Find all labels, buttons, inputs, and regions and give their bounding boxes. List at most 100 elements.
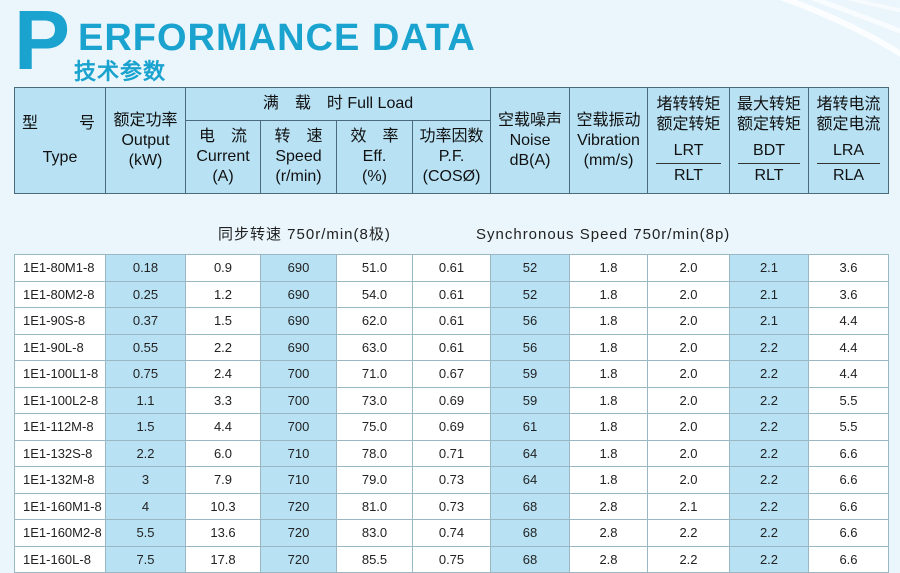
cell-current: 6.0 — [185, 439, 261, 467]
cell-current: 13.6 — [185, 519, 261, 547]
table-row: 1E1-80M2-8 0.25 1.2 690 54.0 0.61 52 1.8 2.0 2.1 3… — [14, 280, 889, 308]
cell-lrt-ratio: 2.0 — [647, 333, 730, 361]
cell-lra-ratio: 6.6 — [808, 439, 889, 467]
cell-vibration: 1.8 — [569, 386, 648, 414]
cell-lrt-ratio: 2.0 — [647, 280, 730, 308]
cell-speed: 690 — [260, 333, 337, 361]
header-lra-ratio: 堵转电流 额定电流 LRA RLA — [808, 87, 890, 194]
cell-output: 1.1 — [105, 386, 186, 414]
cell-power-factor: 0.69 — [412, 413, 491, 441]
cell-lrt-ratio: 2.0 — [647, 386, 730, 414]
cell-power-factor: 0.73 — [412, 466, 491, 494]
cell-noise: 64 — [490, 439, 570, 467]
cell-efficiency: 78.0 — [336, 439, 413, 467]
header-power-factor: 功率因数 P.F. (COSØ) — [411, 120, 492, 194]
header-full-load: 满 载 时 Full Load — [184, 87, 492, 121]
cell-power-factor: 0.74 — [412, 519, 491, 547]
cell-bdt-ratio: 2.2 — [729, 360, 809, 388]
cell-type: 1E1-160L-8 — [14, 545, 106, 573]
speed-caption: 同步转速 750r/min(8极) Synchronous Speed 750r… — [0, 222, 900, 248]
header-vibration: 空载振动 Vibration (mm/s) — [569, 87, 649, 194]
cell-efficiency: 73.0 — [336, 386, 413, 414]
cell-type: 1E1-80M2-8 — [14, 280, 106, 308]
cell-efficiency: 62.0 — [336, 307, 413, 335]
cell-lra-ratio: 4.4 — [808, 333, 889, 361]
cell-bdt-ratio: 2.2 — [729, 413, 809, 441]
cell-type: 1E1-160M1-8 — [14, 492, 106, 520]
cell-bdt-ratio: 2.2 — [729, 492, 809, 520]
cell-power-factor: 0.73 — [412, 492, 491, 520]
cell-lrt-ratio: 2.0 — [647, 439, 730, 467]
caption-chinese: 同步转速 750r/min(8极) — [218, 226, 391, 243]
cell-output: 1.5 — [105, 413, 186, 441]
cell-efficiency: 83.0 — [336, 519, 413, 547]
cell-efficiency: 63.0 — [336, 333, 413, 361]
table-row: 1E1-160M2-8 5.5 13.6 720 83.0 0.74 68 2.8 2.2 2.2… — [14, 519, 889, 547]
cell-type: 1E1-100L2-8 — [14, 386, 106, 414]
cell-speed: 690 — [260, 280, 337, 308]
cell-noise: 56 — [490, 333, 570, 361]
cell-noise: 52 — [490, 280, 570, 308]
cell-speed: 720 — [260, 545, 337, 573]
cell-power-factor: 0.69 — [412, 386, 491, 414]
table-row: 1E1-112M-8 1.5 4.4 700 75.0 0.69 61 1.8 2.0 2.2 5.… — [14, 413, 889, 441]
cell-efficiency: 71.0 — [336, 360, 413, 388]
cell-power-factor: 0.67 — [412, 360, 491, 388]
cell-bdt-ratio: 2.1 — [729, 280, 809, 308]
cell-noise: 52 — [490, 254, 570, 282]
cell-noise: 59 — [490, 360, 570, 388]
cell-efficiency: 79.0 — [336, 466, 413, 494]
cell-bdt-ratio: 2.2 — [729, 466, 809, 494]
data-table-body: 1E1-80M1-8 0.18 0.9 690 51.0 0.61 52 1.8 2.0 2.1 3… — [14, 254, 889, 573]
cell-lra-ratio: 3.6 — [808, 254, 889, 282]
cell-noise: 68 — [490, 545, 570, 573]
cell-type: 1E1-132M-8 — [14, 466, 106, 494]
cell-current: 10.3 — [185, 492, 261, 520]
cell-efficiency: 51.0 — [336, 254, 413, 282]
cell-output: 0.18 — [105, 254, 186, 282]
cell-power-factor: 0.61 — [412, 307, 491, 335]
table-header: 型 号 Type 额定功率 Output (kW) 满 载 时 Full Loa… — [14, 87, 890, 194]
cell-power-factor: 0.71 — [412, 439, 491, 467]
cell-speed: 700 — [260, 360, 337, 388]
cell-speed: 690 — [260, 307, 337, 335]
cell-current: 2.2 — [185, 333, 261, 361]
cell-vibration: 1.8 — [569, 413, 648, 441]
cell-lra-ratio: 3.6 — [808, 280, 889, 308]
cell-vibration: 2.8 — [569, 519, 648, 547]
cell-bdt-ratio: 2.1 — [729, 307, 809, 335]
cell-lrt-ratio: 2.0 — [647, 466, 730, 494]
cell-output: 0.55 — [105, 333, 186, 361]
cell-output: 4 — [105, 492, 186, 520]
cell-type: 1E1-90S-8 — [14, 307, 106, 335]
cell-speed: 690 — [260, 254, 337, 282]
cell-output: 0.75 — [105, 360, 186, 388]
cell-current: 17.8 — [185, 545, 261, 573]
title-initial: P — [14, 0, 71, 87]
cell-output: 7.5 — [105, 545, 186, 573]
cell-type: 1E1-80M1-8 — [14, 254, 106, 282]
table-row: 1E1-100L2-8 1.1 3.3 700 73.0 0.69 59 1.8 2.0 2.2 5… — [14, 386, 889, 414]
cell-efficiency: 85.5 — [336, 545, 413, 573]
cell-efficiency: 54.0 — [336, 280, 413, 308]
cell-output: 0.37 — [105, 307, 186, 335]
cell-speed: 700 — [260, 413, 337, 441]
cell-vibration: 1.8 — [569, 307, 648, 335]
cell-speed: 700 — [260, 386, 337, 414]
cell-lra-ratio: 6.6 — [808, 466, 889, 494]
cell-lrt-ratio: 2.0 — [647, 307, 730, 335]
table-row: 1E1-160L-8 7.5 17.8 720 85.5 0.75 68 2.8 2.2 2.2 6… — [14, 545, 889, 573]
cell-lra-ratio: 5.5 — [808, 413, 889, 441]
cell-speed: 710 — [260, 439, 337, 467]
table-row: 1E1-100L1-8 0.75 2.4 700 71.0 0.67 59 1.8 2.0 2.2… — [14, 360, 889, 388]
cell-output: 0.25 — [105, 280, 186, 308]
cell-type: 1E1-132S-8 — [14, 439, 106, 467]
cell-bdt-ratio: 2.2 — [729, 333, 809, 361]
header-efficiency: 效 率 Eff. (%) — [336, 120, 413, 194]
cell-lrt-ratio: 2.0 — [647, 413, 730, 441]
cell-speed: 710 — [260, 466, 337, 494]
cell-lrt-ratio: 2.2 — [647, 545, 730, 573]
cell-bdt-ratio: 2.2 — [729, 519, 809, 547]
cell-efficiency: 81.0 — [336, 492, 413, 520]
cell-vibration: 2.8 — [569, 492, 648, 520]
